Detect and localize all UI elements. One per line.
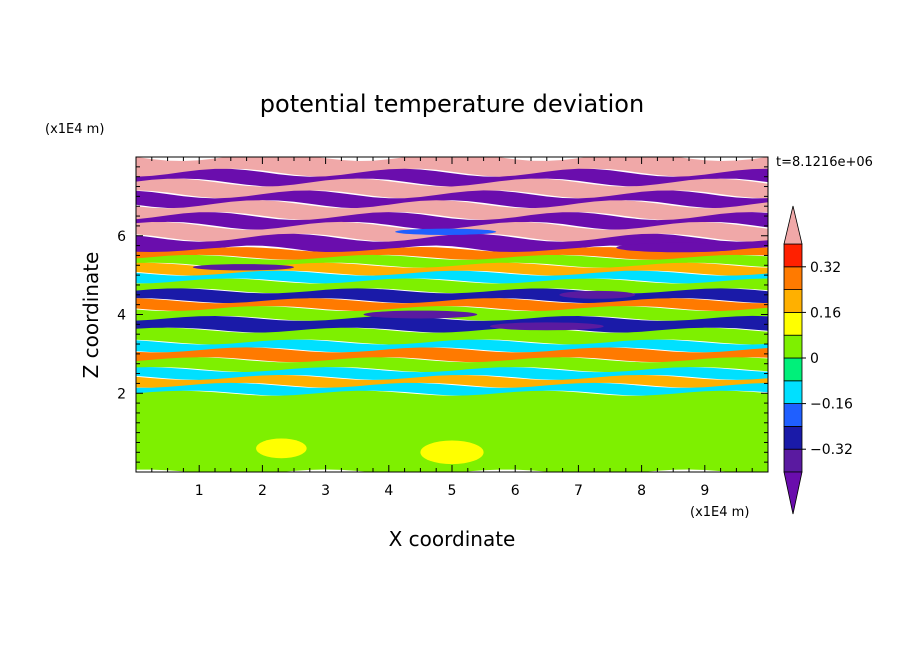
field-band [136,278,768,294]
x-axis-title: X coordinate [389,527,516,551]
colorbar-swatch [783,289,803,313]
colorbar-extend-min [783,471,803,515]
field-blob [559,290,636,299]
field-blob [256,438,307,459]
field-band [136,233,768,254]
x-tick-label: 1 [195,483,204,499]
x-tick-label: 8 [637,483,646,499]
field-band [136,288,768,304]
x-tick-label: 6 [511,483,520,499]
heatmap-field [136,157,768,472]
colorbar-tick-label: −0.16 [810,397,853,413]
x-tick-label: 5 [448,483,457,499]
x-tick-label: 2 [258,483,267,499]
heatmap-blobs [154,228,743,465]
field-blob [395,228,497,235]
x-tick-label: 3 [321,483,330,499]
colorbar-swatch [783,403,803,427]
field-band [136,327,768,345]
field-blob [496,422,560,459]
field-blob [420,440,484,465]
field-band [136,178,768,199]
y-axis-title: Z coordinate [79,252,103,379]
colorbar-tick-label: 0.16 [810,305,841,321]
colorbar-swatch [783,357,803,382]
field-blob [610,412,699,453]
field-band [136,315,768,333]
colorbar-swatch [783,243,803,268]
colorbar-swatch [783,311,803,336]
y-tick-label: 4 [117,308,126,324]
colorbar-swatch [783,425,803,450]
x-tick-label: 7 [574,483,583,499]
colorbar-swatch [783,334,803,359]
field-band [136,298,768,312]
time-label: t=8.1216e+06 [776,155,873,170]
field-blob [154,412,269,461]
y-axis: 2 4 6 [117,156,768,473]
field-band [136,157,768,177]
field-blob [357,409,421,441]
colorbar-swatch [783,266,803,290]
x-axis: 1 2 3 4 5 6 7 8 9 [135,157,769,499]
field-band [136,168,768,187]
y-unit-label: (x1E4 m) [45,122,104,137]
x-unit-label: (x1E4 m) [690,505,749,520]
field-blob [616,242,743,253]
x-tick-label: 4 [384,483,393,499]
field-band [136,270,768,284]
y-tick-label: 2 [117,386,126,402]
field-band [136,347,768,363]
colorbar-swatch [783,380,803,404]
field-blob [363,310,478,319]
x-tick-label: 9 [700,483,709,499]
field-blob [489,322,604,331]
field-band [136,200,768,221]
field-band [136,357,768,373]
field-blob [192,264,294,271]
field-band [136,339,768,353]
field-band [136,190,768,209]
field-band [136,247,768,260]
field-band [136,375,768,388]
field-band [136,382,768,396]
colorbar: 0.32 0.16 0 −0.16 −0.32 [783,205,853,515]
colorbar-tick-label: −0.32 [810,442,853,458]
y-tick-label: 6 [117,229,126,245]
field-band [136,212,768,230]
colorbar-swatch [783,448,803,473]
colorbar-tick-label: 0 [810,351,819,367]
colorbar-tick-label: 0.32 [810,260,841,276]
chart-title: potential temperature deviation [260,90,644,118]
field-blob [300,420,377,461]
colorbar-extend-max [783,205,803,245]
